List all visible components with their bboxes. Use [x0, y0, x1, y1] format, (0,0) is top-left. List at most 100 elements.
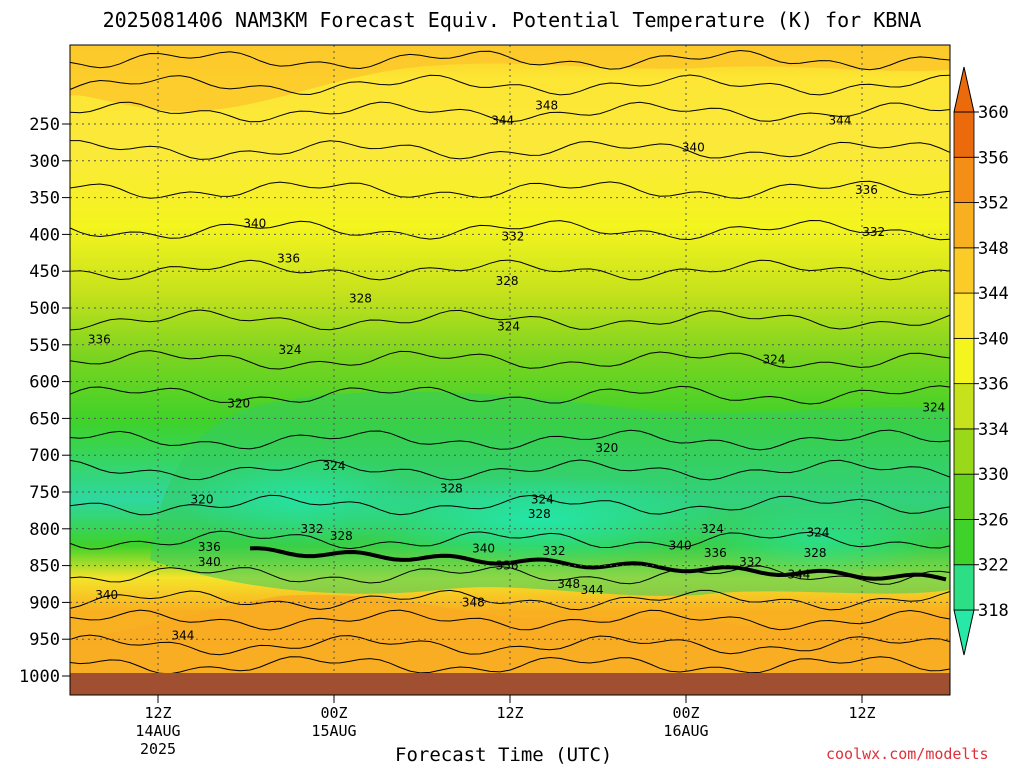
colorbar-label: 336 [978, 375, 1009, 395]
contour-label: 336 [88, 333, 111, 347]
contour-label: 332 [739, 555, 762, 569]
chart-title: 2025081406 NAM3KM Forecast Equiv. Potent… [102, 8, 922, 32]
upper-warm-band [70, 45, 950, 112]
x-tick-label: 00Z [672, 704, 699, 722]
contour-label: 336 [704, 546, 727, 560]
contour-label: 336 [855, 183, 878, 197]
y-axis: 250 300 350 400 450 500 550 600 650 700 750 800 850 9… [19, 115, 70, 687]
boundary-layer-band [70, 594, 950, 695]
contour-label: 320 [227, 397, 250, 411]
contour-label: 324 [531, 492, 554, 506]
contour-label: 336 [496, 559, 519, 573]
contour-label: 340 [682, 141, 705, 155]
contour-label: 332 [501, 230, 524, 244]
contour-line [69, 219, 951, 241]
contour-label: 336 [198, 540, 221, 554]
y-tick-label: 300 [29, 152, 60, 172]
source-credit-link[interactable]: coolwx.com/modelts [826, 745, 989, 763]
y-tick-label: 350 [29, 189, 60, 209]
contour-line [69, 309, 951, 331]
colorbar-segment [953, 428, 975, 475]
contour-label: 328 [804, 546, 827, 560]
contour-label: 344 [581, 583, 604, 597]
contour-label: 348 [557, 577, 580, 591]
contour-label: 340 [472, 542, 495, 556]
low-theta-e-core-2 [180, 455, 420, 545]
x-tick-label: 12Z [496, 704, 523, 722]
y-tick-label: 1000 [19, 667, 60, 687]
contour-label: 324 [323, 459, 346, 473]
colorbar-label: 318 [978, 601, 1009, 621]
colorbar-label: 322 [978, 556, 1009, 576]
y-tick-label: 600 [29, 373, 60, 393]
contour-label: 340 [198, 555, 221, 569]
contour-label: 344 [829, 113, 852, 127]
contour-label: 324 [922, 400, 945, 414]
y-tick-label: 900 [29, 593, 60, 613]
frontal-contour-cluster [249, 546, 947, 582]
y-tick-label: 950 [29, 630, 60, 650]
ground-fill [70, 673, 950, 695]
x-tick-label: 14AUG [135, 722, 180, 740]
y-tick-label: 500 [29, 299, 60, 319]
colorbar-segment [953, 519, 975, 566]
colorbar-label: 340 [978, 329, 1009, 349]
contour-label: 344 [171, 629, 194, 643]
colorbar-label: 356 [978, 148, 1009, 168]
contour-line [69, 494, 951, 516]
contour-label: 336 [277, 252, 300, 266]
contour-line [69, 74, 951, 96]
x-tick-label: 2025 [140, 740, 176, 758]
contour-line [69, 385, 951, 405]
contour-label: 348 [535, 99, 558, 113]
low-theta-e-core-3 [700, 505, 940, 575]
contour-label: 332 [862, 225, 885, 239]
contour-line [70, 140, 951, 160]
grid [70, 45, 950, 695]
contour-label: 340 [95, 588, 118, 602]
x-tick-label: 12Z [144, 704, 171, 722]
contour-label: 324 [497, 319, 520, 333]
y-tick-label: 400 [29, 225, 60, 245]
contour-label: 328 [496, 274, 519, 288]
contour-label: 348 [462, 595, 485, 609]
colorbar-label: 348 [978, 239, 1009, 259]
contour-label: 332 [543, 544, 566, 558]
contour-label: 328 [440, 481, 463, 495]
colorbar-legend: 318 322 326 330 334 336 340 344 348 352 356 360 [953, 66, 1009, 656]
colorbar-segment [953, 337, 975, 385]
colorbar-segment [953, 111, 975, 158]
contour-label: 324 [807, 525, 830, 539]
contour-line [69, 350, 951, 370]
colorbar-segment [953, 247, 975, 294]
contour-line [69, 259, 951, 281]
contour-label: 320 [595, 441, 618, 455]
colorbar-segment [953, 564, 975, 611]
contour-label: 328 [528, 507, 551, 521]
plot-area [69, 44, 951, 696]
contour-label: 332 [301, 522, 324, 536]
colorbar-label: 352 [978, 194, 1009, 214]
colorbar-segment [953, 473, 975, 520]
colorbar-label: 334 [978, 420, 1009, 440]
y-tick-label: 550 [29, 336, 60, 356]
x-tick-label: 16AUG [663, 722, 708, 740]
x-tick-label: 12Z [848, 704, 875, 722]
x-tick-label: 15AUG [311, 722, 356, 740]
y-tick-label: 650 [29, 409, 60, 429]
colorbar-segment [953, 156, 975, 203]
colorbar-label: 344 [978, 284, 1009, 304]
y-tick-label: 250 [29, 115, 60, 135]
colorbar-segment [953, 383, 975, 430]
contour-label: 324 [279, 343, 302, 357]
x-axis-label: Forecast Time (UTC) [395, 744, 613, 766]
x-tick-label: 00Z [320, 704, 347, 722]
contour-label: 328 [330, 529, 353, 543]
contour-label: 344 [787, 567, 810, 581]
y-tick-label: 850 [29, 557, 60, 577]
contour-label: 320 [191, 492, 214, 506]
contour-line [69, 101, 951, 123]
contour-label: 340 [669, 539, 692, 553]
